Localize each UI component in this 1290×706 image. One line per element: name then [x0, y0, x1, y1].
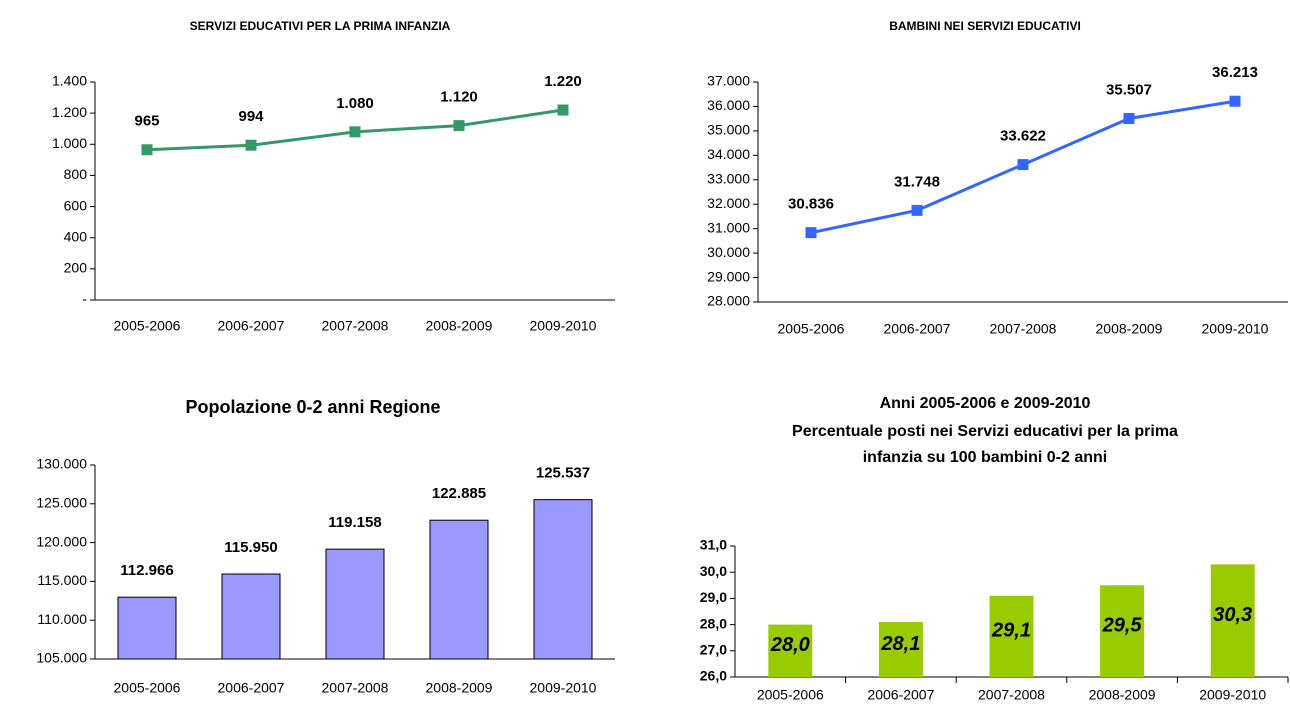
- data-label: 119.158: [328, 514, 381, 531]
- y-tick-label: 32.000: [707, 195, 750, 211]
- x-tick-label: 2007-2008: [978, 687, 1045, 703]
- data-label: 122.885: [432, 485, 486, 502]
- data-label: 30.836: [788, 196, 834, 213]
- point-marker: [557, 104, 569, 116]
- chart-title: Popolazione 0-2 anni Regione: [185, 397, 440, 417]
- x-tick-label: 2006-2007: [884, 321, 951, 337]
- y-tick-label: 30,0: [700, 563, 727, 579]
- y-tick-label: 130.000: [36, 456, 87, 472]
- point-marker: [1123, 112, 1135, 124]
- bar: [768, 624, 813, 677]
- x-tick-label: 2007-2008: [322, 318, 389, 334]
- data-label: 28,0: [770, 634, 810, 656]
- x-tick-label: 2007-2008: [322, 680, 389, 696]
- x-tick-label: 2008-2009: [1089, 687, 1156, 703]
- x-tick-label: 2005-2006: [757, 687, 824, 703]
- y-tick-label: 31,0: [700, 537, 727, 553]
- x-tick-label: 2009-2010: [530, 318, 597, 334]
- y-tick-label: 1.000: [52, 135, 87, 151]
- y-tick-label: 28,0: [700, 615, 727, 631]
- chart-title: Anni 2005-2006 e 2009-2010: [880, 395, 1091, 412]
- bar: [1210, 564, 1255, 677]
- y-tick-label: 30.000: [707, 244, 750, 260]
- bar: [429, 519, 489, 660]
- y-tick-label: 27,0: [700, 642, 727, 658]
- bar: [878, 621, 923, 677]
- point-marker: [1017, 159, 1029, 171]
- chart-title: BAMBINI NEI SERVIZI EDUCATIVI: [889, 19, 1081, 33]
- point-marker: [805, 227, 817, 239]
- data-label: 29,5: [1102, 614, 1143, 636]
- data-label: 965: [134, 113, 159, 130]
- y-tick-label: 600: [64, 197, 88, 213]
- chart-title: Percentuale posti nei Servizi educativi …: [792, 423, 1178, 440]
- bar: [989, 595, 1034, 677]
- chart-title: infanzia su 100 bambini 0-2 anni: [863, 449, 1108, 466]
- y-tick-label: 28.000: [707, 293, 750, 309]
- bar: [325, 548, 385, 660]
- y-tick-label: 1.400: [52, 73, 87, 89]
- x-tick-label: 2006-2007: [867, 687, 934, 703]
- point-marker: [349, 126, 361, 138]
- y-tick-label: 115.000: [37, 572, 87, 588]
- y-tick-label: -: [82, 291, 87, 307]
- data-label: 1.120: [440, 89, 478, 106]
- y-tick-label: 26,0: [700, 668, 727, 684]
- x-tick-label: 2006-2007: [218, 318, 285, 334]
- y-tick-label: 29.000: [707, 268, 750, 284]
- point-marker: [453, 120, 465, 132]
- data-label: 35.507: [1106, 81, 1152, 98]
- point-marker: [1229, 95, 1241, 107]
- bar: [117, 596, 177, 660]
- y-tick-label: 120.000: [36, 533, 87, 549]
- x-tick-label: 2008-2009: [426, 318, 493, 334]
- bar: [221, 573, 281, 660]
- bar: [533, 499, 593, 660]
- x-tick-label: 2005-2006: [778, 321, 845, 337]
- data-label: 33.622: [1000, 128, 1046, 145]
- data-label: 31.748: [894, 173, 940, 190]
- point-marker: [245, 139, 257, 151]
- y-tick-label: 33.000: [707, 170, 750, 186]
- x-tick-label: 2008-2009: [1096, 321, 1163, 337]
- data-label: 29,1: [991, 620, 1031, 642]
- data-label: 1.080: [336, 95, 374, 112]
- point-marker: [911, 204, 923, 216]
- data-label: 115.950: [224, 539, 277, 556]
- data-label: 994: [238, 108, 264, 125]
- data-label: 30,3: [1213, 604, 1252, 626]
- y-tick-label: 110.000: [37, 611, 87, 627]
- y-tick-label: 1.200: [52, 104, 87, 120]
- chart-title: SERVIZI EDUCATIVI PER LA PRIMA INFANZIA: [190, 19, 451, 33]
- y-tick-label: 35.000: [707, 122, 750, 138]
- x-tick-label: 2005-2006: [114, 318, 181, 334]
- y-tick-label: 31.000: [707, 219, 750, 235]
- bar: [1100, 585, 1145, 677]
- y-tick-label: 105.000: [36, 650, 87, 666]
- x-tick-label: 2006-2007: [218, 680, 285, 696]
- y-tick-label: 36.000: [707, 97, 750, 113]
- point-marker: [141, 144, 153, 156]
- x-tick-label: 2008-2009: [426, 680, 493, 696]
- y-tick-label: 37.000: [707, 73, 750, 89]
- x-tick-label: 2009-2010: [1199, 687, 1266, 703]
- x-tick-label: 2009-2010: [530, 680, 597, 696]
- y-tick-label: 200: [64, 260, 88, 276]
- y-tick-label: 400: [64, 228, 88, 244]
- x-tick-label: 2007-2008: [990, 321, 1057, 337]
- data-label: 1.220: [544, 73, 582, 90]
- y-tick-label: 34.000: [707, 146, 750, 162]
- x-tick-label: 2009-2010: [1202, 321, 1269, 337]
- y-tick-label: 125.000: [36, 495, 87, 511]
- y-tick-label: 800: [64, 166, 88, 182]
- x-tick-label: 2005-2006: [114, 680, 181, 696]
- data-label: 36.213: [1212, 64, 1258, 81]
- y-tick-label: 29,0: [700, 589, 727, 605]
- data-label: 125.537: [536, 465, 590, 482]
- data-label: 28,1: [880, 633, 920, 655]
- data-label: 112.966: [120, 562, 173, 579]
